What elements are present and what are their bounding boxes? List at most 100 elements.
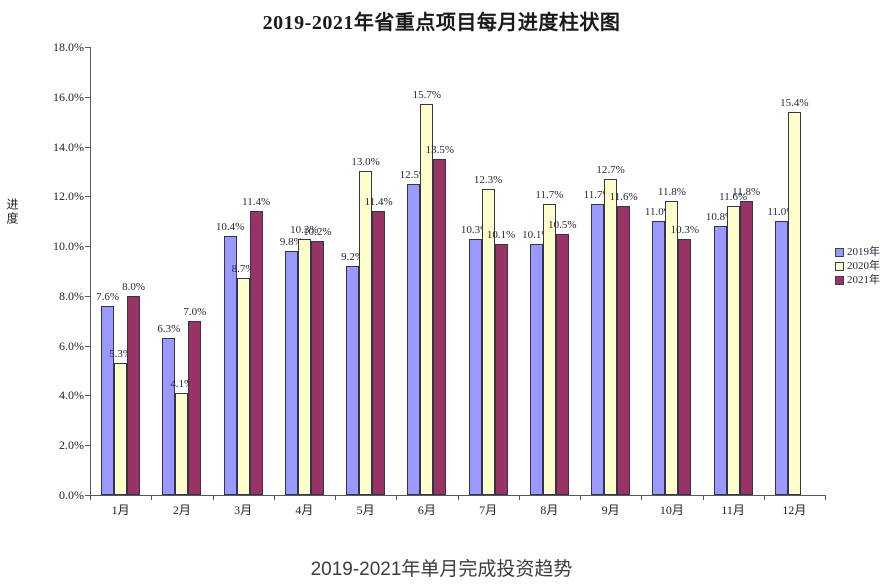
bar-s1-c12 [774, 221, 788, 495]
bar-s2-c12 [787, 111, 801, 495]
bar-value-label: 12.7% [596, 163, 625, 176]
bar-value-label: 10.3% [290, 223, 319, 236]
x-tick-mark [335, 496, 336, 500]
x-tick-mark [641, 496, 643, 500]
bar-s3-c6 [433, 159, 447, 495]
bar-s1-c2 [162, 338, 176, 495]
bar-value-label: 15.4% [780, 96, 809, 109]
legend-label: 2021年 [847, 274, 880, 286]
bar-s3-c2 [188, 320, 202, 495]
bar-s2-c11 [726, 206, 740, 495]
bar-s1-c1 [101, 305, 115, 495]
bar-value-label: 5.3% [109, 348, 133, 361]
bar-value-label: 10.3% [670, 223, 700, 236]
bar-value-label: 12.3% [473, 173, 503, 186]
legend-swatch [835, 275, 844, 285]
bar-s1-c4 [284, 251, 298, 495]
bar-value-label: 10.1% [486, 228, 516, 241]
bar-value-label: 10.4% [215, 221, 245, 234]
bar-s2-c9 [604, 178, 618, 495]
x-tick-mark [518, 496, 520, 500]
bar-value-label: 10.2% [303, 226, 332, 239]
y-tick-label: 16.0% [53, 89, 84, 104]
y-tick-label: 2.0% [59, 438, 84, 453]
bar-s2-c3 [236, 278, 250, 495]
y-tick-label: 12.0% [53, 189, 84, 204]
bar-s1-c3 [223, 236, 237, 495]
legend-item: 2021年 [835, 274, 880, 286]
bar-value-label: 7.6% [96, 290, 120, 303]
y-tick-label: 8.0% [59, 288, 84, 303]
bar-value-label: 8.0% [122, 280, 146, 293]
bar-s1-c6 [407, 183, 421, 495]
y-tick-label: 18.0% [53, 40, 84, 54]
y-tick-mark [85, 395, 90, 397]
bar-s1-c8 [529, 243, 543, 495]
bar-value-label: 6.3% [157, 323, 181, 336]
bar-s2-c6 [420, 104, 434, 495]
legend-swatch [835, 247, 844, 257]
x-tick-mark [90, 496, 91, 500]
legend-item: 2019年 [835, 246, 880, 258]
legend-item: 2020年 [835, 260, 880, 272]
x-tick-mark [273, 496, 275, 500]
bar-s1-c9 [591, 203, 605, 495]
bar-s2-c2 [175, 392, 189, 495]
x-axis-label: 12月 [782, 503, 807, 517]
x-tick-mark [212, 496, 214, 500]
x-tick-mark [702, 496, 704, 500]
x-axis-label: 6月 [417, 503, 436, 517]
x-axis-label: 8月 [540, 503, 559, 517]
x-axis-label: 11月 [721, 503, 745, 517]
bar-value-label: 11.6% [719, 191, 748, 204]
bar-s2-c4 [297, 238, 311, 495]
bar-s2-c8 [542, 203, 556, 495]
x-tick-mark [151, 496, 153, 500]
bar-s2-c5 [359, 171, 373, 495]
y-axis-title: 进度 [5, 198, 19, 226]
y-tick-mark [85, 146, 90, 148]
y-tick-mark [85, 445, 90, 447]
bar-s2-c7 [481, 188, 495, 495]
y-tick-label: 4.0% [59, 388, 84, 403]
bar-s3-c7 [494, 243, 508, 495]
x-axis-label: 1月 [111, 503, 130, 517]
bar-value-label: 11.4% [364, 196, 393, 209]
figure-caption: 2019-2021年单月完成投资趋势 [310, 559, 573, 580]
bar-s1-c5 [346, 266, 360, 495]
bar-s3-c9 [617, 206, 631, 495]
x-axis-label: 5月 [356, 503, 375, 517]
x-axis-label: 10月 [659, 503, 684, 517]
bar-value-label: 9.2% [341, 251, 365, 264]
x-axis-label: 9月 [601, 503, 620, 517]
bar-value-label: 11.6% [609, 191, 638, 204]
bar-s1-c7 [468, 238, 482, 495]
plot-area [90, 47, 826, 496]
bar-value-label: 13.5% [425, 144, 455, 156]
bar-value-label: 4.1% [170, 377, 194, 390]
y-tick-label: 14.0% [53, 139, 84, 154]
legend-label: 2019年 [847, 246, 880, 258]
x-tick-mark [580, 496, 581, 500]
bar-s2-c1 [114, 363, 128, 495]
x-axis-label: 7月 [479, 503, 498, 517]
chart-title: 2019-2021年省重点项目每月进度柱状图 [262, 12, 621, 34]
y-tick-mark [85, 495, 90, 496]
y-tick-label: 6.0% [59, 338, 84, 353]
x-tick-mark [396, 496, 398, 500]
y-tick-label: 0.0% [59, 488, 84, 502]
y-tick-mark [85, 47, 90, 48]
bar-s1-c10 [652, 221, 666, 495]
y-tick-mark [85, 345, 90, 347]
bar-s3-c5 [372, 211, 386, 495]
bar-s3-c8 [555, 233, 569, 495]
bar-s3-c3 [249, 211, 263, 495]
x-axis-label: 3月 [234, 503, 253, 517]
bar-value-label: 11.8% [732, 186, 761, 199]
bar-value-label: 11.8% [657, 186, 686, 199]
bar-value-label: 15.7% [412, 89, 442, 102]
bar-s3-c10 [678, 238, 692, 495]
x-axis-label: 4月 [295, 503, 314, 517]
bar-value-label: 10.5% [548, 218, 577, 231]
bar-value-label: 13.0% [351, 156, 380, 169]
